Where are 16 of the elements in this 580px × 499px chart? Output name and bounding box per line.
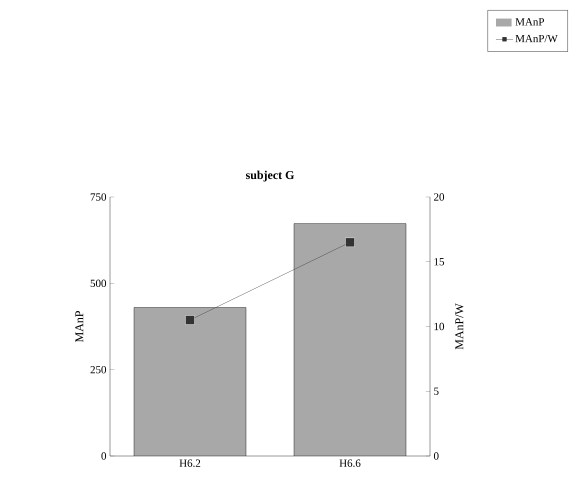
legend-label: MAnP <box>516 18 544 26</box>
y-tick-label: 250 <box>90 366 106 374</box>
y-tick-label: 0 <box>101 452 106 460</box>
y2-axis-title: MAnP/W <box>455 303 464 350</box>
y2-tick-label: 15 <box>434 258 444 266</box>
y2-tick-label: 5 <box>434 388 439 395</box>
chart-title: subject G <box>246 170 294 182</box>
y-tick-label: 750 <box>90 193 106 201</box>
y-axis-title: MAnP <box>75 311 84 342</box>
x-tick-label: H6.6 <box>340 460 360 467</box>
y2-tick-label: 10 <box>434 322 444 330</box>
y2-tick-label: 0 <box>434 452 439 460</box>
y2-tick-label: 20 <box>434 193 444 201</box>
legend-label: MAnP/W <box>516 34 558 42</box>
y-tick-label: 500 <box>90 280 106 288</box>
x-tick-label: H6.2 <box>180 460 200 467</box>
